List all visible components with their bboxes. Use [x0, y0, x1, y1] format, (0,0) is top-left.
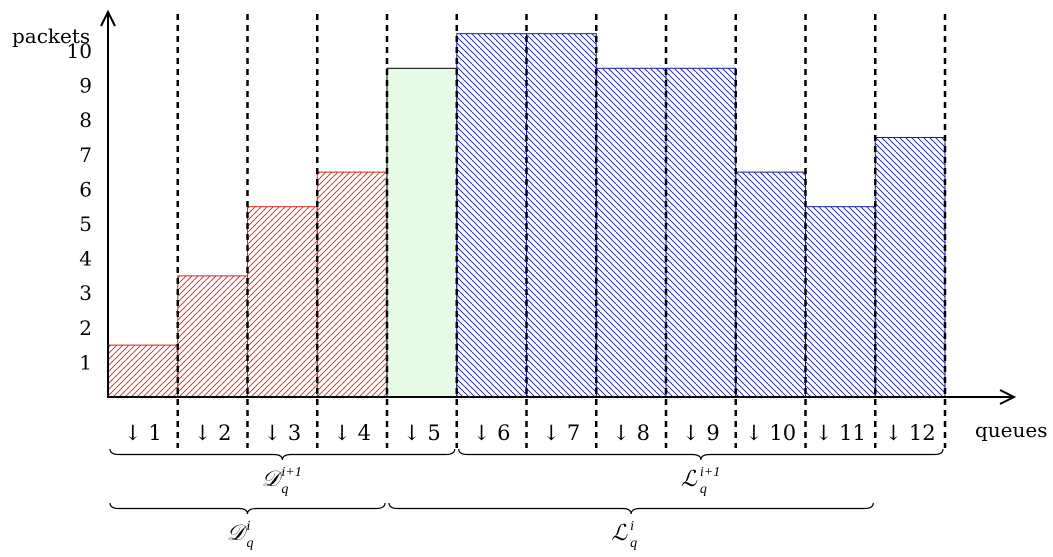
bar-queue-4 — [316, 171, 388, 398]
brace-label-sub-2: q — [700, 482, 707, 497]
brace-label-sub-4: q — [630, 536, 637, 551]
queue-label-5: ↓ 5 — [403, 421, 441, 445]
bar-queue-1 — [107, 344, 179, 398]
y-tick-label: 3 — [79, 281, 92, 305]
brace-1 — [109, 448, 456, 461]
brace-label-sup-1: i+1 — [281, 465, 301, 480]
bar-queue-12 — [874, 137, 946, 398]
brace-label-sub-3: q — [247, 536, 254, 551]
queue-label-11: ↓ 11 — [815, 421, 866, 445]
bar-queue-2 — [177, 275, 248, 398]
brace-label-sup-4: i — [630, 519, 634, 534]
brace-2 — [458, 448, 944, 461]
y-tick-label: 5 — [79, 212, 92, 236]
bar-queue-11 — [805, 206, 876, 398]
brace-label-sup-2: i+1 — [700, 465, 720, 480]
brace-3 — [109, 502, 386, 515]
y-tick-label: 1 — [79, 350, 92, 374]
y-axis-label: packets — [12, 24, 90, 48]
y-tick-label: 9 — [79, 74, 92, 98]
y-tick-label: 6 — [79, 177, 92, 201]
brace-label-2: ℒ — [681, 467, 698, 492]
queue-label-2: ↓ 2 — [194, 421, 232, 445]
brace-label-1: 𝒟 — [262, 467, 284, 492]
bar-queue-3 — [247, 206, 318, 398]
x-axis-arrow-icon — [999, 389, 1017, 405]
bar-queue-5 — [386, 67, 458, 398]
y-axis-arrow-icon — [100, 9, 116, 27]
bar-queue-10 — [735, 171, 806, 398]
bar-queue-8 — [595, 67, 667, 398]
bar-queue-7 — [526, 33, 597, 398]
bar-queue-9 — [665, 67, 737, 398]
y-tick-label: 2 — [79, 316, 92, 340]
queue-label-7: ↓ 7 — [543, 421, 581, 445]
queue-label-3: ↓ 3 — [264, 421, 302, 445]
y-tick-label: 7 — [79, 143, 92, 167]
brace-label-sub-1: q — [281, 482, 288, 497]
queue-label-10: ↓ 10 — [745, 421, 796, 445]
queue-label-12: ↓ 12 — [885, 421, 936, 445]
y-tick-label: 8 — [79, 108, 92, 132]
brace-label-4: ℒ — [611, 521, 628, 546]
queue-label-9: ↓ 9 — [682, 421, 720, 445]
y-tick-label: 10 — [67, 39, 92, 63]
bar-queue-6 — [456, 33, 527, 398]
x-tick-labels: ↓ 1 ↓ 2 ↓ 3 ↓ 4 ↓ 5 ↓ 6 ↓ 7 ↓ 8 ↓ 9 ↓ 10 ↓ 11 ↓ 12 — [124, 421, 936, 445]
y-tick-labels: 1 2 3 4 5 6 7 8 9 10 — [67, 39, 92, 374]
brace-label-3: 𝒟 — [227, 521, 249, 546]
queue-label-4: ↓ 4 — [333, 421, 371, 445]
x-axis-label: queues — [975, 418, 1048, 442]
bars-layer — [107, 33, 946, 398]
queue-label-6: ↓ 6 — [473, 421, 511, 445]
queue-label-1: ↓ 1 — [124, 421, 162, 445]
brace-label-sup-3: i — [247, 519, 251, 534]
brace-4 — [388, 502, 874, 515]
y-tick-label: 4 — [79, 247, 92, 271]
queue-label-8: ↓ 8 — [612, 421, 650, 445]
